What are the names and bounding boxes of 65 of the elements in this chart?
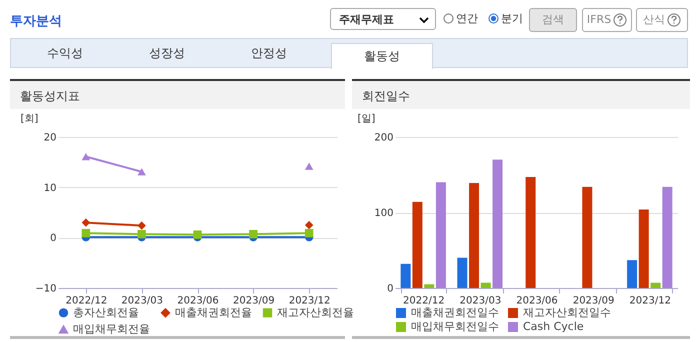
point xyxy=(82,228,90,238)
point xyxy=(82,218,90,227)
bar xyxy=(469,183,480,288)
point xyxy=(138,230,146,238)
x-tick-label: 2023/12 xyxy=(629,296,671,306)
bar xyxy=(400,264,411,288)
legend-label: 재고자산회전율 xyxy=(277,306,354,319)
text: 투자분석 xyxy=(10,13,62,30)
legend-label: Cash Cycle xyxy=(523,320,584,333)
point xyxy=(193,230,202,239)
text: 활동성 xyxy=(331,43,433,69)
x-tick-label: 2023/09 xyxy=(572,296,614,306)
y-tick-label: 100 xyxy=(374,208,394,219)
y-tick-label: −10 xyxy=(35,284,56,294)
point xyxy=(82,153,90,160)
bar xyxy=(424,284,434,288)
point xyxy=(249,230,258,238)
x-tick-label: 2023/03 xyxy=(460,296,502,306)
text: 검색 xyxy=(529,8,577,32)
chart-title: 활동성지표 xyxy=(10,79,345,109)
text: 연간 xyxy=(456,12,478,25)
x-tick-label: 2023/12 xyxy=(288,296,330,306)
bar xyxy=(638,209,649,288)
x-tick-label: 2022/12 xyxy=(403,296,445,306)
legend-label: 총자산회전율 xyxy=(73,306,139,319)
bar xyxy=(457,258,468,288)
point xyxy=(304,228,314,238)
bar xyxy=(492,160,503,288)
legend-label: 매입채무회전일수 xyxy=(411,320,499,333)
x-tick-label: 2023/06 xyxy=(516,296,558,306)
bar xyxy=(650,282,661,288)
bar xyxy=(412,202,422,288)
y-tick-label: 10 xyxy=(44,182,56,194)
text: IFRS xyxy=(586,13,612,26)
bar xyxy=(436,182,446,288)
x-tick-label: 2022/12 xyxy=(66,296,108,306)
bar xyxy=(662,186,672,288)
x-tick-label: 2023/06 xyxy=(177,296,219,306)
text: 주재무제표 xyxy=(339,13,394,26)
text: 수익성 xyxy=(46,45,84,62)
y-axis-title: [회] xyxy=(20,114,38,124)
text: 분기 xyxy=(501,12,523,25)
y-tick-label: 0 xyxy=(387,284,394,294)
y-tick-label: 20 xyxy=(44,132,56,144)
legend-label: 매출채권회전일수 xyxy=(411,306,499,319)
point xyxy=(138,168,146,176)
bar xyxy=(480,282,491,288)
y-axis-title: [일] xyxy=(358,114,376,124)
legend-label: 재고자산회전일수 xyxy=(523,306,611,319)
point xyxy=(138,221,146,230)
text: 산식 xyxy=(643,13,665,26)
legend-label: 매출채권회전율 xyxy=(175,306,252,319)
text: 성장성 xyxy=(148,45,186,62)
y-tick-label: 0 xyxy=(50,233,56,244)
point xyxy=(304,220,314,230)
legend-label: 매입채무회전율 xyxy=(73,322,150,336)
x-tick-label: 2023/09 xyxy=(233,296,275,306)
bar xyxy=(582,186,592,288)
y-tick-label: 200 xyxy=(374,132,394,144)
chart-title: 회전일수 xyxy=(352,79,690,109)
bar xyxy=(627,260,638,288)
x-tick-label: 2023/03 xyxy=(121,296,163,306)
text: 안정성 xyxy=(250,45,288,62)
point xyxy=(304,162,314,170)
bar xyxy=(526,177,536,288)
